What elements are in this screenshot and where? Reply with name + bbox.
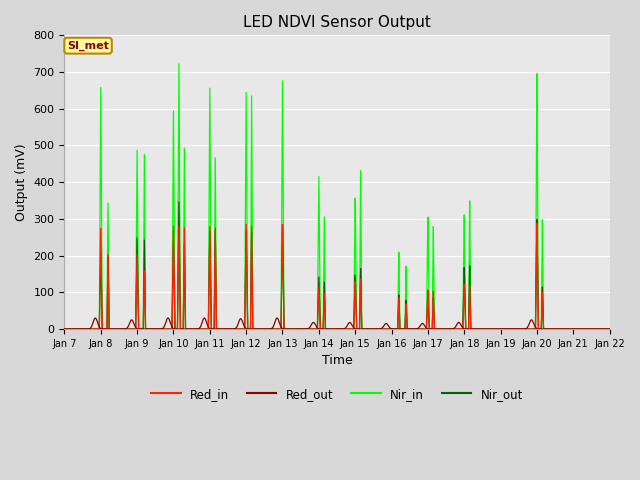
Nir_in — [606, 326, 614, 332]
Line: Nir_in: Nir_in — [65, 64, 610, 329]
Red_in — [265, 326, 273, 332]
Nir_in — [412, 326, 420, 332]
Nir_out — [172, 326, 179, 332]
Nir_in — [490, 326, 497, 332]
Red_in — [533, 220, 541, 226]
Red_out — [490, 326, 497, 332]
Nir_in — [177, 326, 185, 332]
Nir_out — [604, 326, 612, 332]
Legend: Red_in, Red_out, Nir_in, Nir_out: Red_in, Red_out, Nir_in, Nir_out — [147, 383, 528, 405]
Red_out — [265, 326, 273, 332]
Red_in — [604, 326, 612, 332]
Red_in — [490, 326, 497, 332]
Line: Red_out: Red_out — [65, 318, 610, 329]
Red_out — [177, 326, 185, 332]
Red_in — [61, 326, 68, 332]
Red_in — [412, 326, 420, 332]
Nir_in — [61, 326, 68, 332]
Nir_in — [175, 61, 183, 67]
Nir_out — [175, 199, 183, 205]
Nir_out — [606, 326, 614, 332]
X-axis label: Time: Time — [322, 354, 353, 367]
Nir_out — [177, 326, 185, 332]
Red_out — [61, 326, 68, 332]
Nir_in — [604, 326, 612, 332]
Red_out — [92, 315, 99, 321]
Nir_in — [265, 326, 273, 332]
Red_out — [606, 326, 614, 332]
Line: Red_in: Red_in — [65, 223, 610, 329]
Red_in — [177, 326, 185, 332]
Line: Nir_out: Nir_out — [65, 202, 610, 329]
Nir_out — [490, 326, 497, 332]
Red_in — [172, 326, 179, 332]
Nir_out — [61, 326, 68, 332]
Nir_out — [265, 326, 273, 332]
Red_out — [172, 326, 179, 332]
Nir_in — [172, 326, 179, 332]
Red_in — [606, 326, 614, 332]
Y-axis label: Output (mV): Output (mV) — [15, 144, 28, 221]
Text: SI_met: SI_met — [67, 40, 109, 51]
Red_out — [412, 326, 420, 332]
Red_out — [604, 326, 612, 332]
Nir_out — [412, 326, 420, 332]
Title: LED NDVI Sensor Output: LED NDVI Sensor Output — [243, 15, 431, 30]
